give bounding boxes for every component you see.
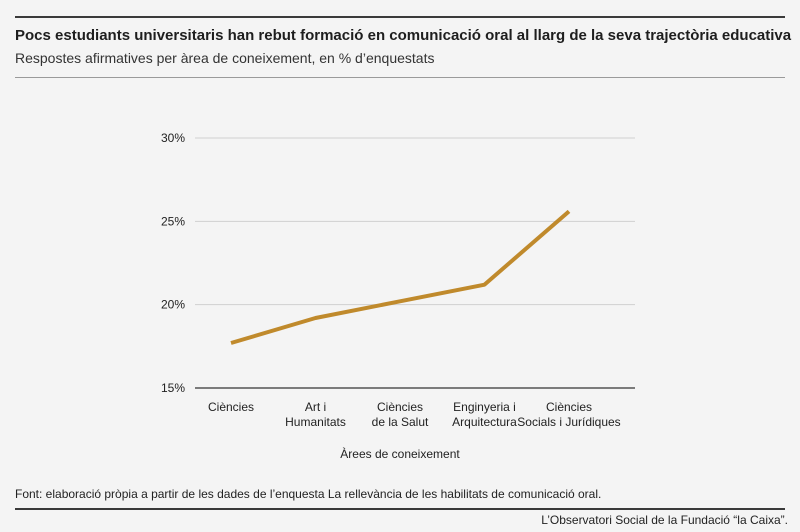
x-tick-label: Ciències Socials i Jurídiques: [517, 400, 620, 429]
top-rule: [15, 16, 785, 18]
x-axis-ticks: Ciències Art i Humanitats Ciències de la Sal…: [208, 400, 621, 429]
series-lines: [230, 209, 571, 345]
series-line: [230, 209, 571, 345]
x-tick-label: Enginyeria i Arquitectura: [452, 400, 517, 429]
x-tick-label: Art i Humanitats: [285, 400, 346, 429]
bottom-rule: [15, 508, 785, 510]
x-tick-label: Ciències de la Salut: [372, 400, 429, 429]
x-tick-label: Ciències: [208, 400, 254, 414]
title-divider: [15, 77, 785, 78]
credit-line: L’Observatori Social de la Fundació “la …: [541, 513, 788, 527]
y-tick-label: 25%: [161, 214, 185, 228]
y-tick-label: 30%: [161, 131, 185, 145]
gridlines: [195, 137, 635, 389]
y-tick-label: 20%: [161, 298, 185, 312]
source-note: Font: elaboració pròpia a partir de les …: [15, 487, 602, 501]
chart-title: Pocs estudiants universitaris han rebut …: [15, 27, 792, 44]
line-chart: 15%20%25%30% Ciències Art i HumanitatsCièn…: [161, 131, 635, 461]
chart-subtitle: Respostes afirmatives per àrea de coneix…: [15, 50, 435, 66]
y-axis-ticks: 15% 20% 25% 30%: [161, 131, 185, 395]
y-tick-label: 15%: [161, 381, 185, 395]
x-axis-label: Àrees de coneixement: [340, 446, 460, 461]
